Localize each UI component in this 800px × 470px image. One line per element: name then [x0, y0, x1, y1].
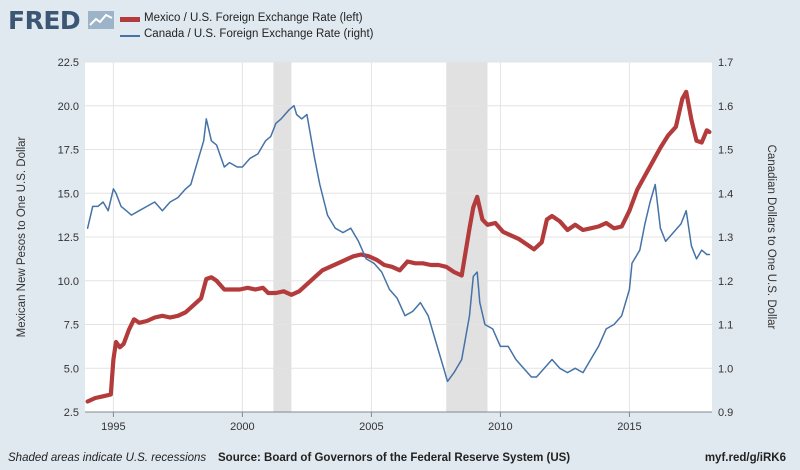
y-right-tick-label: 1.3 — [718, 232, 733, 244]
fred-logo[interactable]: FRED — [8, 6, 81, 35]
y-right-tick-label: 1.2 — [718, 276, 733, 288]
y-right-axis-label: Canadian Dollars to One U.S. Dollar — [765, 145, 777, 330]
legend-label-mexico: Mexico / U.S. Foreign Exchange Rate (lef… — [144, 12, 363, 24]
canada-swatch — [120, 35, 140, 37]
chart-logo-icon — [88, 11, 114, 29]
y-right-tick-label: 1.0 — [718, 363, 733, 375]
header: FRED Mexico / U.S. Foreign Exchange Rate… — [0, 0, 800, 48]
y-left-axis-label: Mexican New Pesos to One U.S. Dollar — [16, 136, 28, 337]
y-right-tick-label: 1.4 — [718, 188, 733, 200]
source-text: Source: Board of Governors of the Federa… — [218, 452, 571, 464]
x-tick-label: 2010 — [488, 421, 512, 433]
y-left-tick-label: 17.5 — [58, 145, 79, 157]
mexico-swatch — [120, 17, 140, 22]
y-left-tick-label: 22.5 — [58, 57, 79, 69]
y-left-tick-label: 7.5 — [64, 320, 79, 332]
y-left-tick-label: 20.0 — [58, 101, 79, 113]
y-right-tick-label: 1.7 — [718, 57, 733, 69]
short-url[interactable]: myf.red/g/iRK6 — [704, 452, 786, 464]
y-right-tick-label: 0.9 — [718, 407, 733, 419]
y-right-tick-label: 1.1 — [718, 320, 733, 332]
y-left-tick-label: 2.5 — [64, 407, 79, 419]
y-right-tick-label: 1.5 — [718, 145, 733, 157]
x-tick-label: 2005 — [359, 421, 383, 433]
recession-note: Shaded areas indicate U.S. recessions — [8, 452, 207, 464]
y-left-tick-label: 15.0 — [58, 188, 79, 200]
x-tick-label: 1995 — [101, 421, 125, 433]
x-tick-label: 2000 — [230, 421, 254, 433]
y-left-tick-label: 5.0 — [64, 363, 79, 375]
y-left-tick-label: 10.0 — [58, 276, 79, 288]
legend-label-canada: Canada / U.S. Foreign Exchange Rate (rig… — [144, 28, 374, 40]
canada-series-line — [86, 104, 711, 383]
footer: Shaded areas indicate U.S. recessions So… — [0, 446, 800, 468]
y-left-tick-label: 12.5 — [58, 232, 79, 244]
x-tick-label: 2015 — [617, 421, 641, 433]
y-right-tick-label: 1.6 — [718, 101, 733, 113]
mexico-series-line — [85, 89, 712, 404]
